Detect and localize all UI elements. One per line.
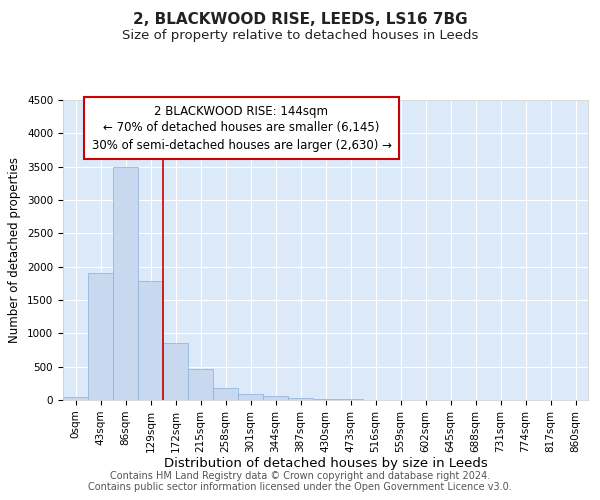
Text: 2, BLACKWOOD RISE, LEEDS, LS16 7BG: 2, BLACKWOOD RISE, LEEDS, LS16 7BG (133, 12, 467, 28)
Bar (63, 398, 88, 400)
Bar (288, 398, 313, 400)
Bar (238, 394, 263, 400)
Text: Size of property relative to detached houses in Leeds: Size of property relative to detached ho… (122, 29, 478, 42)
Text: 2 BLACKWOOD RISE: 144sqm
← 70% of detached houses are smaller (6,145)
30% of sem: 2 BLACKWOOD RISE: 144sqm ← 70% of detach… (91, 104, 392, 152)
Bar (113, 166, 138, 400)
Y-axis label: Number of detached properties: Number of detached properties (8, 157, 22, 343)
X-axis label: Distribution of detached houses by size in Leeds: Distribution of detached houses by size … (164, 458, 487, 470)
Bar (213, 388, 238, 400)
Bar (88, 274, 113, 400)
Text: Contains HM Land Registry data © Crown copyright and database right 2024.
Contai: Contains HM Land Registry data © Crown c… (88, 471, 512, 492)
Bar (163, 342, 188, 400)
Bar (138, 282, 163, 400)
Bar (263, 396, 288, 400)
Bar (313, 398, 338, 400)
Bar (188, 370, 213, 400)
